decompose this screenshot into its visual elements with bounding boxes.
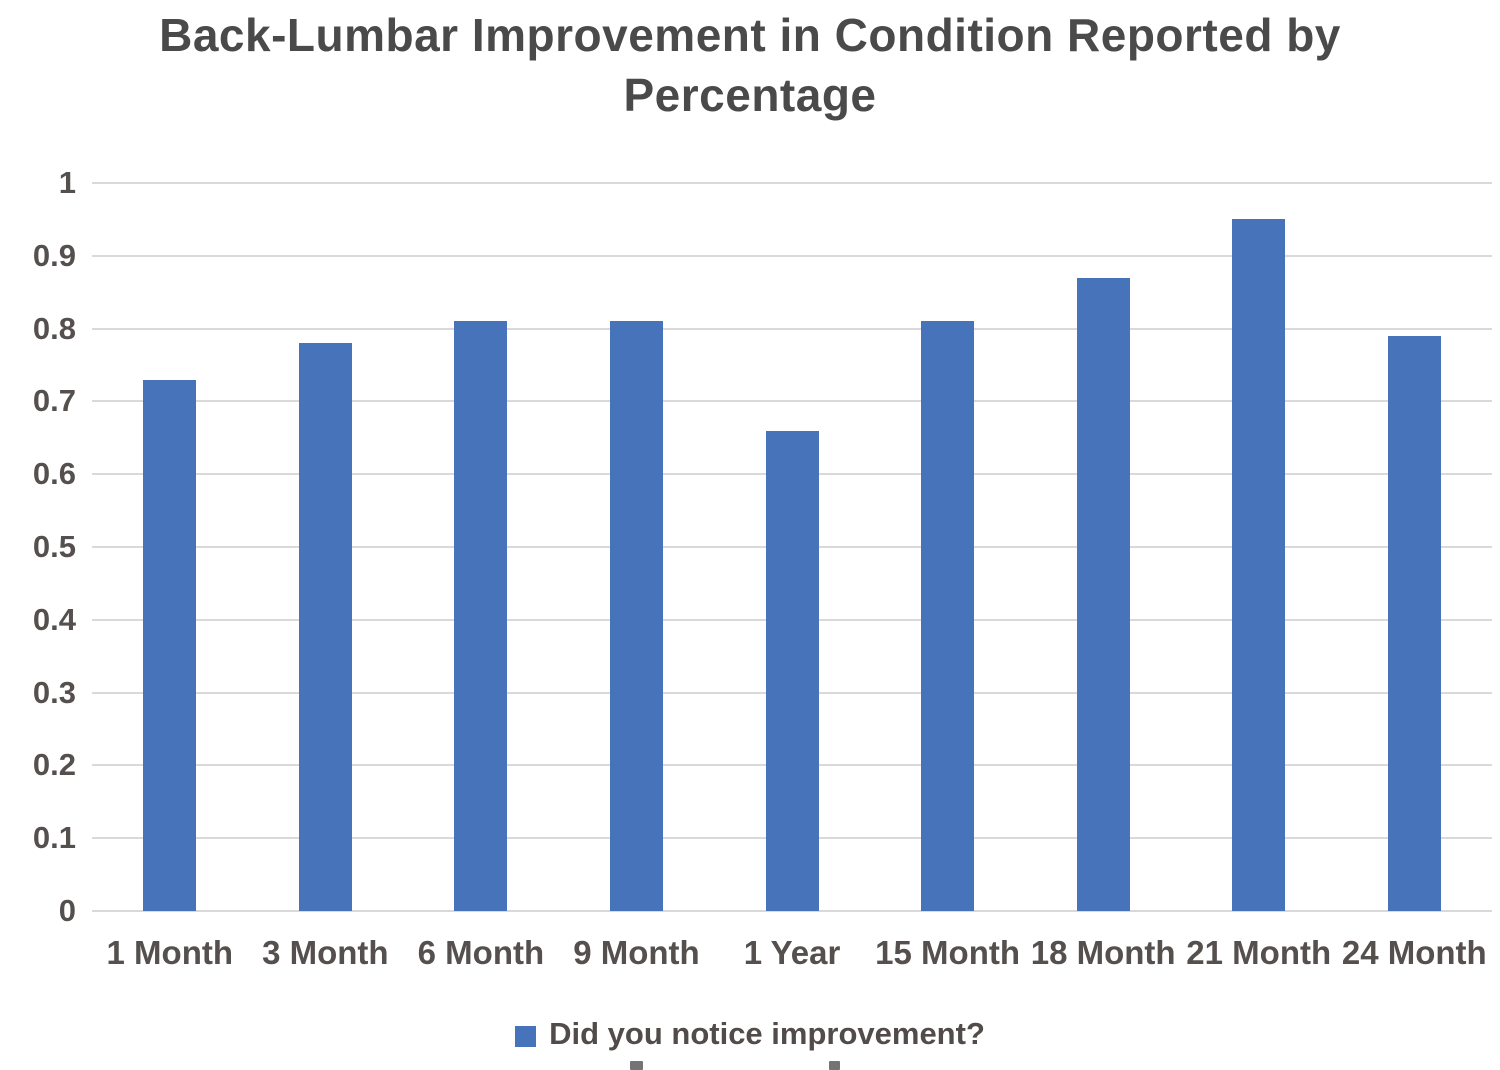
y-tick-label: 0.4	[32, 601, 76, 637]
bar-24-month	[1387, 335, 1441, 911]
x-axis-label: 18 Month	[1030, 934, 1176, 971]
bar-slot	[714, 183, 870, 911]
bar-21-month	[1232, 219, 1286, 911]
x-axis-label: 9 Month	[573, 934, 700, 971]
x-axis-label: 3 Month	[262, 934, 389, 971]
gridline	[92, 400, 1492, 403]
x-axis-label: 1 Year	[743, 934, 841, 971]
bar-slot	[559, 183, 715, 911]
bar-slot	[403, 183, 559, 911]
bar-slot	[92, 183, 248, 911]
y-tick-label: 0.2	[32, 747, 76, 783]
bar-1-month	[143, 379, 197, 911]
bar-slot	[870, 183, 1026, 911]
bar-3-month	[298, 343, 352, 911]
y-tick-label: 0.8	[32, 310, 76, 346]
bar-1-year	[765, 430, 819, 911]
bar-18-month	[1076, 277, 1130, 911]
legend-swatch-icon	[515, 1025, 537, 1047]
x-axis-label: 15 Month	[875, 934, 1020, 971]
bar-slot	[248, 183, 404, 911]
x-axis: 1 Month 3 Month 6 Month 9 Month 1 Year 15 Mon…	[92, 930, 1492, 976]
y-tick-label: 0.7	[32, 383, 76, 419]
x-axis-label: 6 Month	[417, 934, 545, 971]
bars-row	[92, 183, 1492, 911]
y-tick-label: 0	[58, 893, 76, 928]
gridline	[92, 182, 1492, 184]
y-tick-label: 0.5	[32, 529, 76, 564]
legend: Did you notice improvement?	[0, 1016, 1500, 1052]
bar-15-month	[921, 321, 975, 911]
gridline	[92, 910, 1492, 912]
y-tick-label: 0.9	[32, 237, 76, 273]
bar-slot	[1181, 183, 1337, 911]
y-tick-label: 0.1	[32, 820, 76, 856]
gridline	[92, 254, 1492, 257]
bar-slot	[1025, 183, 1181, 911]
y-tick-label: 0.6	[32, 456, 76, 492]
bar-6-month	[454, 321, 508, 911]
cropped-text-fragment	[829, 1061, 840, 1070]
bar-slot	[1337, 183, 1493, 911]
y-tick-label: 1	[58, 165, 76, 200]
y-axis: 1 0.9 0.8 0.7 0.6 0.5 0.4 0.3 0.2 0.1 0	[0, 166, 76, 928]
x-axis-label: 21 Month	[1186, 934, 1332, 971]
x-axis-label: 1 Month	[106, 934, 234, 971]
gridline	[92, 327, 1492, 330]
plot-area	[92, 182, 1492, 912]
chart-title: Back-Lumbar Improvement in Condition Rep…	[159, 9, 1341, 121]
bar-9-month	[609, 321, 663, 911]
cropped-text-fragment	[630, 1061, 643, 1070]
legend-label: Did you notice improvement?	[549, 1016, 985, 1051]
x-axis-label: 24 Month	[1341, 934, 1487, 971]
y-tick-label: 0.3	[32, 674, 76, 710]
